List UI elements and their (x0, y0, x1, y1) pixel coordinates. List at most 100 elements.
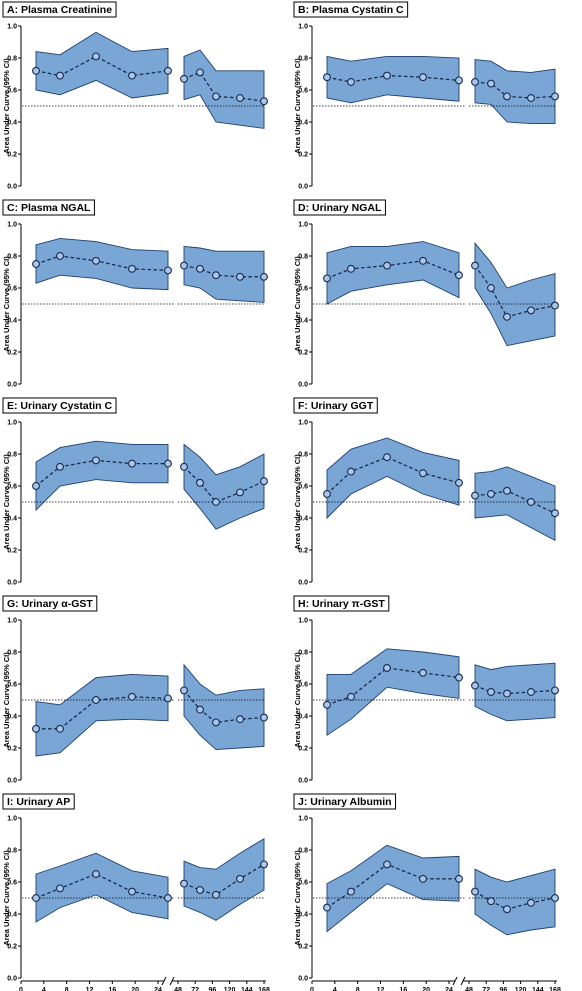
auc-point (455, 76, 463, 85)
auc-point (503, 486, 511, 495)
auc-point (56, 462, 64, 471)
auc-point (260, 97, 268, 106)
x-tick-label: 48 (174, 987, 182, 991)
y-tick-label: 0.8 (298, 254, 308, 261)
auc-point (323, 73, 331, 82)
axis-break-gap (465, 414, 469, 582)
y-tick-label: 0.2 (7, 548, 17, 555)
chart-title: J: Urinary Albumin (298, 796, 392, 808)
y-tick-label: 0.8 (298, 56, 308, 63)
panel-a-plasma-creatinine: A: Plasma Creatinine Area Under Curve (95… (2, 1, 268, 191)
y-tick-label: 1.0 (298, 816, 308, 823)
auc-point (471, 261, 479, 270)
auc-point (347, 264, 355, 273)
y-tick-label: 0.4 (298, 516, 308, 523)
ci-band-segment-1 (326, 648, 460, 737)
ci-band-segment-2 (183, 245, 265, 303)
auc-point (92, 456, 100, 465)
y-axis-label: Area Under Curve (95% CI) (293, 454, 302, 550)
auc-line-segment-1 (326, 456, 460, 495)
auc-point (383, 664, 391, 672)
auc-point (128, 887, 136, 896)
auc-point (260, 860, 268, 869)
y-tick-label: 0.8 (7, 848, 17, 855)
y-tick-label: 0.8 (7, 650, 17, 657)
chart-title-group: B: Plasma Cystatin C (293, 1, 409, 18)
x-tick-label: 120 (224, 987, 236, 991)
y-tick-label: 0.8 (298, 848, 308, 855)
axis-break-gap (174, 810, 178, 978)
auc-point (56, 884, 64, 893)
x-tick-label: 168 (258, 987, 270, 991)
auc-point (487, 490, 495, 498)
y-tick-label: 0.6 (7, 88, 17, 95)
y-tick-label: 0.0 (298, 184, 308, 191)
x-tick-label: 48 (465, 987, 473, 991)
y-tick-label: 0.4 (298, 912, 308, 919)
x-tick-label: 168 (549, 987, 561, 991)
auc-point (196, 478, 204, 487)
y-tick-label: 0.6 (7, 880, 17, 887)
auc-point (128, 692, 136, 701)
chart-title: E: Urinary Cystatin C (7, 400, 112, 412)
x-tick-label: 96 (209, 987, 217, 991)
y-tick-label: 1.0 (298, 222, 308, 229)
y-tick-label: 0.4 (7, 912, 17, 919)
auc-point (551, 894, 559, 902)
auc-point (419, 256, 427, 265)
auc-point (128, 71, 136, 80)
x-tick-label: 16 (399, 987, 407, 991)
auc-point (487, 284, 495, 292)
chart-title-box (293, 793, 397, 810)
y-tick-label: 0.0 (298, 778, 308, 785)
auc-point (32, 66, 40, 75)
auc-point (487, 79, 495, 88)
y-tick-label: 0.4 (298, 714, 308, 721)
auc-point (527, 306, 535, 315)
auc-point (347, 692, 355, 701)
auc-point (419, 469, 427, 478)
auc-point (164, 894, 172, 902)
y-axis-label: Area Under Curve (95% CI) (293, 58, 302, 154)
axis-break-gap (174, 216, 178, 384)
y-tick-label: 1.0 (298, 24, 308, 31)
y-axis-label: Area Under Curve (95% CI) (293, 256, 302, 352)
auc-point (419, 874, 427, 883)
y-tick-label: 0.4 (7, 120, 17, 127)
x-tick-label: 144 (532, 987, 544, 991)
x-tick-label: 96 (500, 987, 508, 991)
auc-point (383, 71, 391, 80)
y-tick-label: 0.2 (298, 746, 308, 753)
ci-band-segment-2 (183, 49, 265, 129)
y-axis-label: Area Under Curve (95% CI) (293, 850, 302, 946)
auc-point (527, 94, 535, 102)
chart-title-group: J: Urinary Albumin (293, 793, 397, 810)
x-tick-label: 120 (515, 987, 527, 991)
panel-d-urinary-ngal: D: Urinary NGAL Area Under Curve (95% CI)… (293, 199, 559, 389)
auc-point (212, 498, 220, 506)
y-tick-label: 0.2 (298, 350, 308, 357)
chart-title: F: Urinary GGT (298, 400, 374, 412)
auc-point (323, 490, 331, 498)
chart-title: G: Urinary α-GST (7, 598, 93, 610)
auc-point (323, 274, 331, 283)
y-tick-label: 0.0 (7, 580, 17, 587)
y-tick-label: 0.8 (7, 254, 17, 261)
x-tick-label: 4 (333, 987, 337, 991)
auc-point (164, 66, 172, 75)
x-tick-label: 12 (377, 987, 385, 991)
y-tick-label: 0.0 (298, 382, 308, 389)
auc-point (196, 886, 204, 894)
ci-band-segment-2 (474, 868, 556, 936)
auc-line-segment-1 (35, 873, 169, 899)
auc-point (551, 301, 559, 310)
auc-point (260, 477, 268, 486)
auc-point (56, 252, 64, 260)
auc-point (92, 870, 100, 878)
auc-point (455, 673, 463, 682)
auc-point (323, 903, 331, 912)
auc-point (347, 467, 355, 476)
auc-point (32, 894, 40, 902)
auc-point (527, 688, 535, 696)
